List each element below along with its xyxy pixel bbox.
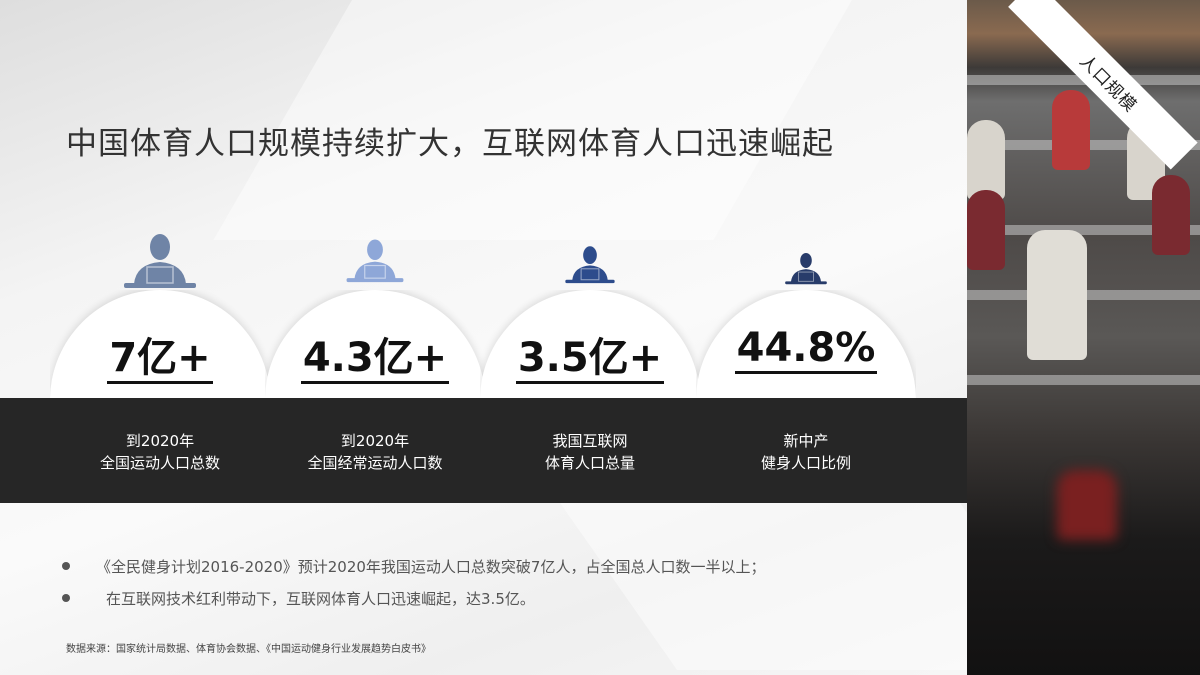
data-source: 数据来源：国家统计局数据、体育协会数据、《中国运动健身行业发展趋势白皮书》 (66, 644, 431, 655)
bullet-icon (62, 594, 70, 602)
list-item: 《全民健身计划2016-2020》预计2020年我国运动人口总数突破7亿人，占全… (62, 550, 765, 582)
person-at-laptop-icon (565, 246, 615, 284)
stat-label: 到2020年 全国经常运动人口数 (307, 432, 443, 472)
foosball-rod (967, 225, 1200, 235)
person-at-laptop-icon (785, 252, 827, 285)
foosball-player (1027, 230, 1087, 360)
stat-card: 7亿+ 到2020年 全国运动人口总数 (50, 230, 270, 505)
slide-main: 中国体育人口规模持续扩大，互联网体育人口迅速崛起 7亿+ 到2020年 全国运动人… (0, 0, 967, 675)
foosball-rod (967, 375, 1200, 385)
stat-circle (480, 290, 700, 398)
bullet-list: 《全民健身计划2016-2020》预计2020年我国运动人口总数突破7亿人，占全… (62, 550, 765, 614)
stat-circle (50, 290, 270, 398)
dark-band (0, 398, 967, 503)
stat-circle (696, 290, 916, 398)
stat-card: 3.5亿+ 我国互联网 体育人口总量 (480, 230, 700, 505)
foosball-player (967, 120, 1005, 200)
stat-label: 到2020年 全国运动人口总数 (99, 432, 220, 472)
person-at-laptop-icon (346, 239, 404, 283)
stat-value: 44.8% (696, 325, 916, 374)
foosball-player (1052, 90, 1090, 170)
stat-card: 4.3亿+ 到2020年 全国经常运动人口数 (265, 230, 485, 505)
stat-value: 4.3亿+ (265, 325, 485, 384)
stat-label: 新中产 健身人口比例 (760, 432, 851, 472)
foosball-photo (967, 0, 1200, 675)
page-title: 中国体育人口规模持续扩大，互联网体育人口迅速崛起 (66, 126, 834, 162)
foosball-player (1057, 470, 1117, 540)
stat-label: 我国互联网 体育人口总量 (544, 432, 635, 472)
stat-card: 44.8% 新中产 健身人口比例 (696, 230, 916, 505)
bullet-icon (62, 562, 70, 570)
list-item: 在互联网技术红利带动下，互联网体育人口迅速崛起，达3.5亿。 (62, 582, 765, 614)
person-at-laptop-icon (124, 234, 196, 288)
stat-circle (265, 290, 485, 398)
foosball-player (1152, 175, 1190, 255)
foosball-player (967, 190, 1005, 270)
stat-value: 3.5亿+ (480, 325, 700, 384)
stat-value: 7亿+ (50, 325, 270, 384)
